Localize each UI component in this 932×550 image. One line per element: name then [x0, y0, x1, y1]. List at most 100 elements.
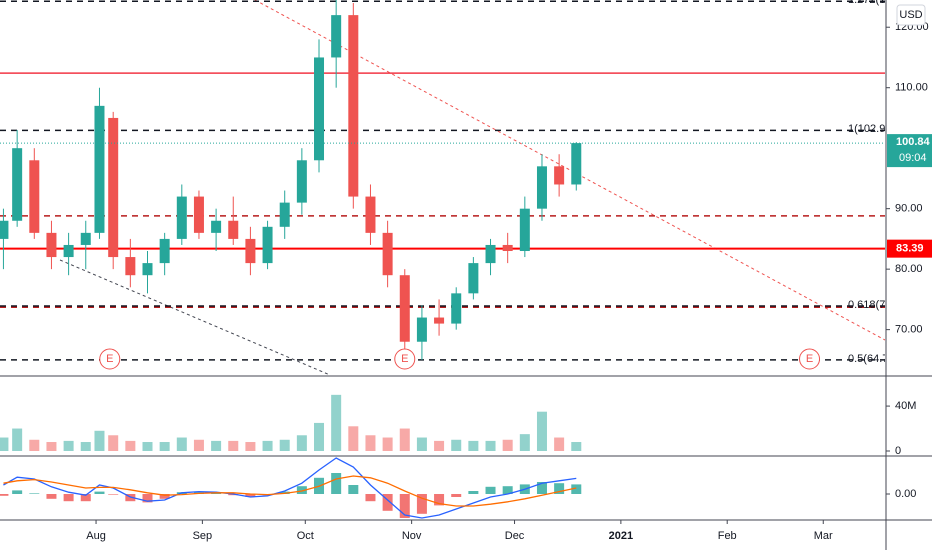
volume-bar: [0, 437, 9, 451]
event-marker: [99, 348, 121, 370]
macd-histogram: [416, 494, 427, 514]
macd-histogram: [142, 494, 153, 503]
volume-bar: [94, 430, 105, 451]
candle-body: [108, 117, 119, 258]
macd-histogram: [94, 491, 105, 494]
macd-histogram: [245, 494, 256, 497]
price-pane: 1.272(12 1(102.95 0.618(73 0.5(64.7 E E E: [0, 0, 891, 375]
macd-histogram: [211, 493, 222, 494]
candle-body: [571, 143, 582, 185]
volume-bar: [29, 439, 40, 451]
volume-bar: [80, 442, 91, 451]
volume-bar: [536, 411, 547, 451]
macd-histogram: [80, 494, 91, 502]
candle-body: [262, 226, 273, 264]
x-tick-label: 2021: [609, 530, 633, 542]
last-price-label: 100.84: [896, 136, 931, 148]
volume-bar: [314, 422, 325, 451]
y-tick-label: 80.00: [895, 263, 923, 275]
fib-label: 1.272(12: [848, 0, 891, 6]
fib-label: 0.5(64.7: [848, 353, 888, 365]
macd-histogram: [29, 493, 40, 494]
macd-pane: [0, 457, 582, 519]
candle-body: [125, 257, 136, 276]
macd-histogram: [485, 486, 496, 494]
macd-histogram: [0, 494, 9, 496]
candle-body: [12, 148, 23, 221]
candle-body: [451, 293, 462, 324]
volume-bar: [571, 442, 582, 451]
macd-histogram: [348, 485, 359, 494]
volume-bar: [228, 440, 239, 451]
candle-body: [416, 317, 427, 342]
volume-bar: [331, 394, 342, 451]
volume-bar: [46, 442, 57, 451]
candle-body: [80, 232, 91, 245]
y-tick-label: 90.00: [895, 203, 923, 215]
candle-body: [211, 220, 222, 233]
candle-body: [176, 196, 187, 239]
macd-histogram: [468, 491, 479, 494]
volume-bar: [519, 434, 530, 451]
macd-histogram: [159, 494, 170, 499]
macd-histogram: [382, 494, 393, 511]
candle-body: [485, 244, 496, 264]
candle-body: [468, 263, 479, 294]
macd-histogram: [331, 473, 342, 494]
x-tick-label: Dec: [505, 530, 525, 542]
candle-body: [228, 220, 239, 239]
x-tick-label: Mar: [814, 530, 833, 542]
y-tick-label: 110.00: [895, 82, 928, 94]
candle-body: [554, 166, 565, 185]
candle-body: [331, 15, 342, 58]
candle-body: [434, 317, 445, 324]
candle-body: [63, 244, 74, 258]
candle-body: [365, 196, 376, 233]
macd-histogram: [571, 484, 582, 494]
x-tick-label: Sep: [193, 530, 213, 542]
event-label: E: [106, 353, 113, 365]
volume-bar: [159, 442, 170, 451]
volume-bar: [193, 439, 204, 451]
macd-histogram: [536, 482, 547, 494]
fib-label: 1(102.95: [848, 123, 891, 135]
candle-body: [193, 196, 204, 233]
volume-bar: [348, 426, 359, 451]
macd-histogram: [365, 494, 376, 502]
candle-body: [399, 275, 410, 342]
y-tick-label: 70.00: [895, 324, 923, 336]
signal-line: [3, 475, 577, 507]
currency[interactable]: USD: [899, 9, 922, 21]
candle-body: [519, 208, 530, 252]
volume-bar: [399, 428, 410, 451]
volume-bar: [485, 440, 496, 451]
volume-bar: [382, 437, 393, 451]
candle-body: [29, 160, 40, 233]
volume-bar: [502, 439, 513, 451]
currency-box[interactable]: [896, 4, 926, 26]
macd-histogram: [63, 494, 74, 502]
macd-line: [3, 457, 577, 519]
x-tick-label: Feb: [718, 530, 737, 542]
volume-bar: [279, 439, 290, 451]
candle-body: [502, 244, 513, 252]
last-price-tag: [887, 134, 932, 168]
candle-body: [245, 238, 256, 264]
event-marker: [799, 348, 821, 370]
event-label: E: [806, 353, 813, 365]
y-tick-label: 40M: [895, 400, 916, 412]
volume-bar: [108, 435, 119, 451]
y-tick-label: 0.00: [895, 488, 916, 500]
candle-body: [46, 232, 57, 258]
volume-bar: [142, 442, 153, 451]
event-marker: [394, 348, 416, 370]
volume-bar: [63, 440, 74, 451]
trend-line: [254, 0, 885, 341]
x-tick-label: Nov: [402, 530, 422, 542]
volume-bar: [262, 440, 273, 451]
candle-body: [314, 57, 325, 161]
candle-body: [142, 263, 153, 276]
